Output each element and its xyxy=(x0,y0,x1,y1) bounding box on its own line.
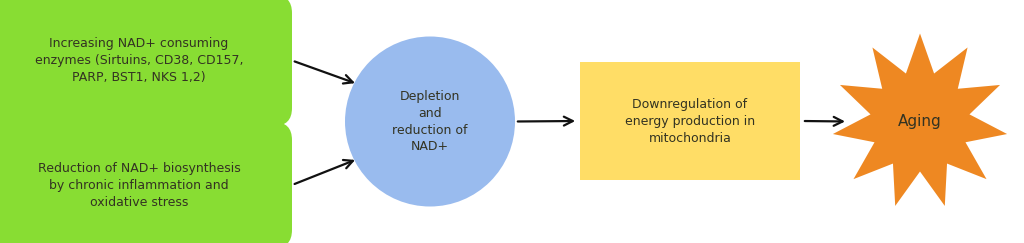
Text: Aging: Aging xyxy=(898,114,942,129)
Text: Reduction of NAD+ biosynthesis
by chronic inflammation and
oxidative stress: Reduction of NAD+ biosynthesis by chroni… xyxy=(38,162,241,208)
FancyBboxPatch shape xyxy=(0,122,292,243)
FancyBboxPatch shape xyxy=(580,62,800,180)
FancyBboxPatch shape xyxy=(0,0,292,126)
Text: Increasing NAD+ consuming
enzymes (Sirtuins, CD38, CD157,
PARP, BST1, NKS 1,2): Increasing NAD+ consuming enzymes (Sirtu… xyxy=(35,37,244,84)
Polygon shape xyxy=(833,34,1008,206)
Ellipse shape xyxy=(345,36,515,207)
Text: Depletion
and
reduction of
NAD+: Depletion and reduction of NAD+ xyxy=(392,89,468,154)
Text: Downregulation of
energy production in
mitochondria: Downregulation of energy production in m… xyxy=(625,97,755,145)
